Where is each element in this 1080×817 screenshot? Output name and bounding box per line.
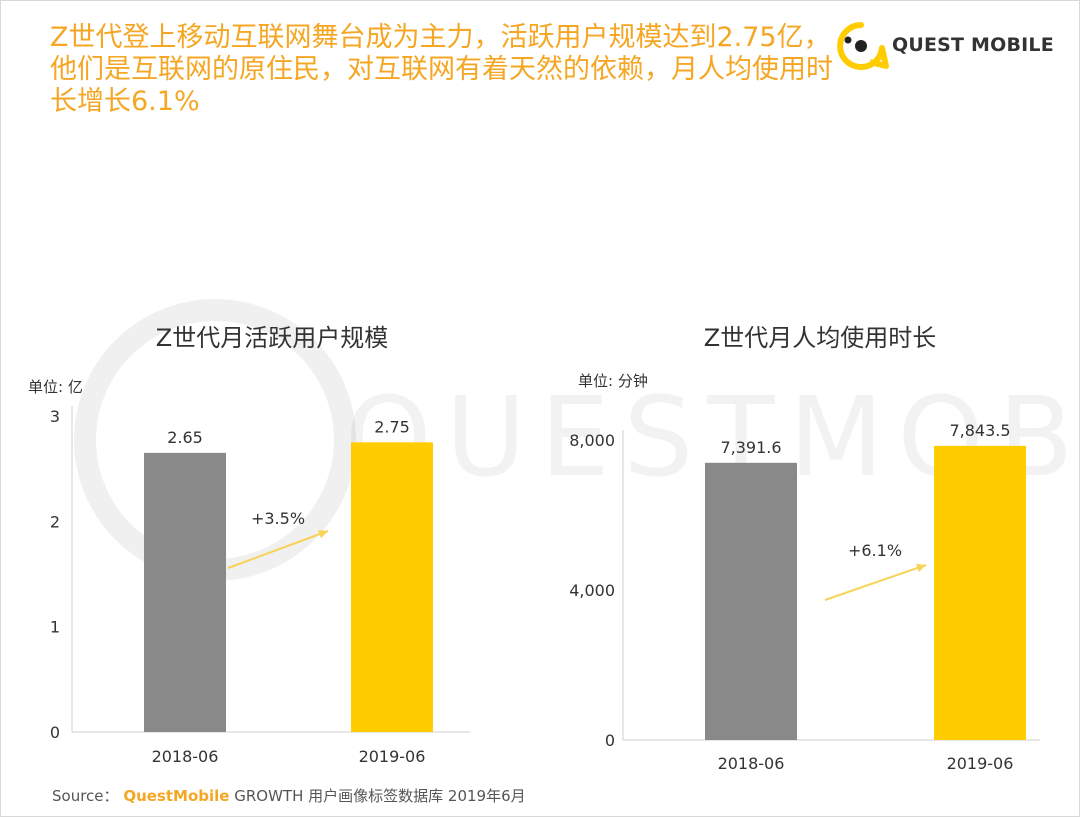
- x-tick-label: 2018-06: [718, 754, 785, 773]
- source-label: Source：: [52, 787, 119, 805]
- headline: Z世代登上移动互联网舞台成为主力，活跃用户规模达到2.75亿，他们是互联网的原住…: [50, 22, 833, 117]
- unit-label-mau: 单位: 亿: [28, 378, 83, 396]
- y-tick-label: 1: [50, 618, 60, 637]
- data-label: 7,843.5: [949, 421, 1010, 440]
- logo-icon: [837, 22, 889, 70]
- y-tick-label: 8,000: [569, 431, 615, 450]
- bar-2018-06: [144, 452, 226, 732]
- x-tick-label: 2019-06: [947, 754, 1014, 773]
- y-tick-label: 2: [50, 512, 60, 531]
- x-tick-label: 2019-06: [359, 747, 426, 766]
- source-brand: QuestMobile: [123, 787, 230, 805]
- source-text: GROWTH 用户画像标签数据库 2019年6月: [234, 787, 526, 805]
- data-label: 2.75: [374, 417, 410, 436]
- chart-title-mau: Z世代月活跃用户规模: [155, 324, 389, 352]
- y-tick-label: 0: [605, 731, 615, 750]
- y-tick-label: 0: [50, 723, 60, 742]
- y-tick-label: 3: [50, 407, 60, 426]
- logo-text: QUEST MOBILE: [892, 34, 1054, 56]
- x-tick-label: 2018-06: [152, 747, 219, 766]
- unit-label-usage: 单位: 分钟: [578, 372, 648, 390]
- growth-label: +6.1%: [848, 541, 902, 560]
- questmobile-logo: QUEST MOBILE: [832, 14, 1062, 74]
- growth-label: +3.5%: [251, 509, 305, 528]
- chart-title-usage: Z世代月人均使用时长: [703, 324, 937, 352]
- growth-arrow-head: [916, 563, 926, 573]
- growth-arrow: [824, 564, 927, 601]
- bar-2019-06: [351, 442, 433, 732]
- bar-2018-06: [705, 462, 797, 740]
- data-label: 2.65: [167, 428, 203, 447]
- source-note: Source： QuestMobile GROWTH 用户画像标签数据库 201…: [52, 785, 526, 806]
- bar-2019-06: [934, 445, 1026, 740]
- data-label: 7,391.6: [720, 438, 781, 457]
- growth-arrow: [227, 530, 329, 569]
- growth-arrow-head: [318, 530, 328, 539]
- y-tick-label: 4,000: [569, 581, 615, 600]
